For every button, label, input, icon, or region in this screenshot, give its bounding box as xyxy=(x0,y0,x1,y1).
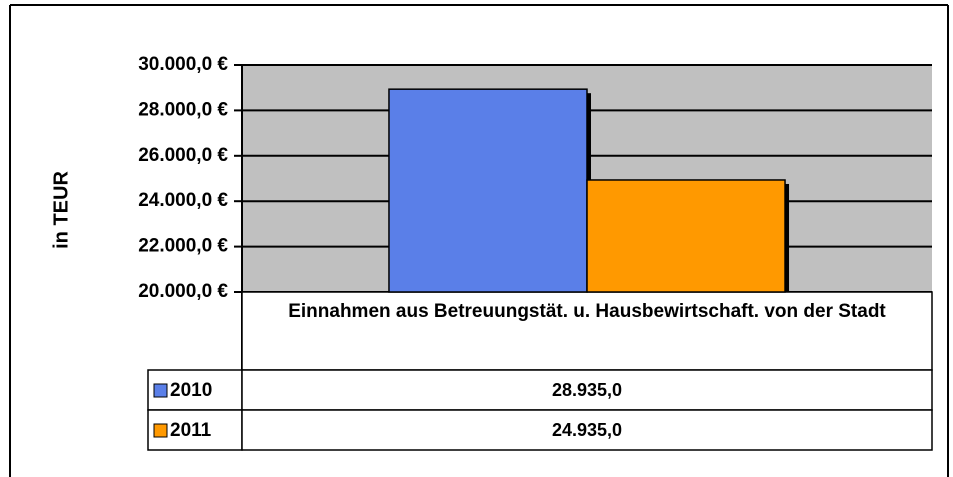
data-value: 24.935,0 xyxy=(552,420,622,440)
legend-label: 2011 xyxy=(170,420,212,441)
y-axis-label: in TEUR xyxy=(50,171,72,249)
bar xyxy=(586,179,786,293)
y-tick-label: 26.000,0 € xyxy=(138,145,228,166)
legend-swatch xyxy=(153,383,168,398)
y-tick-label: 28.000,0 € xyxy=(138,99,228,120)
x-tick-label: Einnahmen aus Betreuungstät. u. Hausbewi… xyxy=(288,301,886,322)
data-value: 28.935,0 xyxy=(552,380,622,400)
bar xyxy=(388,88,588,293)
legend-swatch xyxy=(153,423,168,438)
y-tick-label: 20.000,0 € xyxy=(138,281,228,302)
table-row xyxy=(241,409,933,451)
category-cell: Einnahmen aus Betreuungstät. u. Hausbewi… xyxy=(288,301,886,322)
y-tick-label: 30.000,0 € xyxy=(138,54,228,75)
y-tick-label: 24.000,0 € xyxy=(138,190,228,211)
y-tick-label: 22.000,0 € xyxy=(138,236,228,257)
legend-label: 2010 xyxy=(170,380,212,401)
